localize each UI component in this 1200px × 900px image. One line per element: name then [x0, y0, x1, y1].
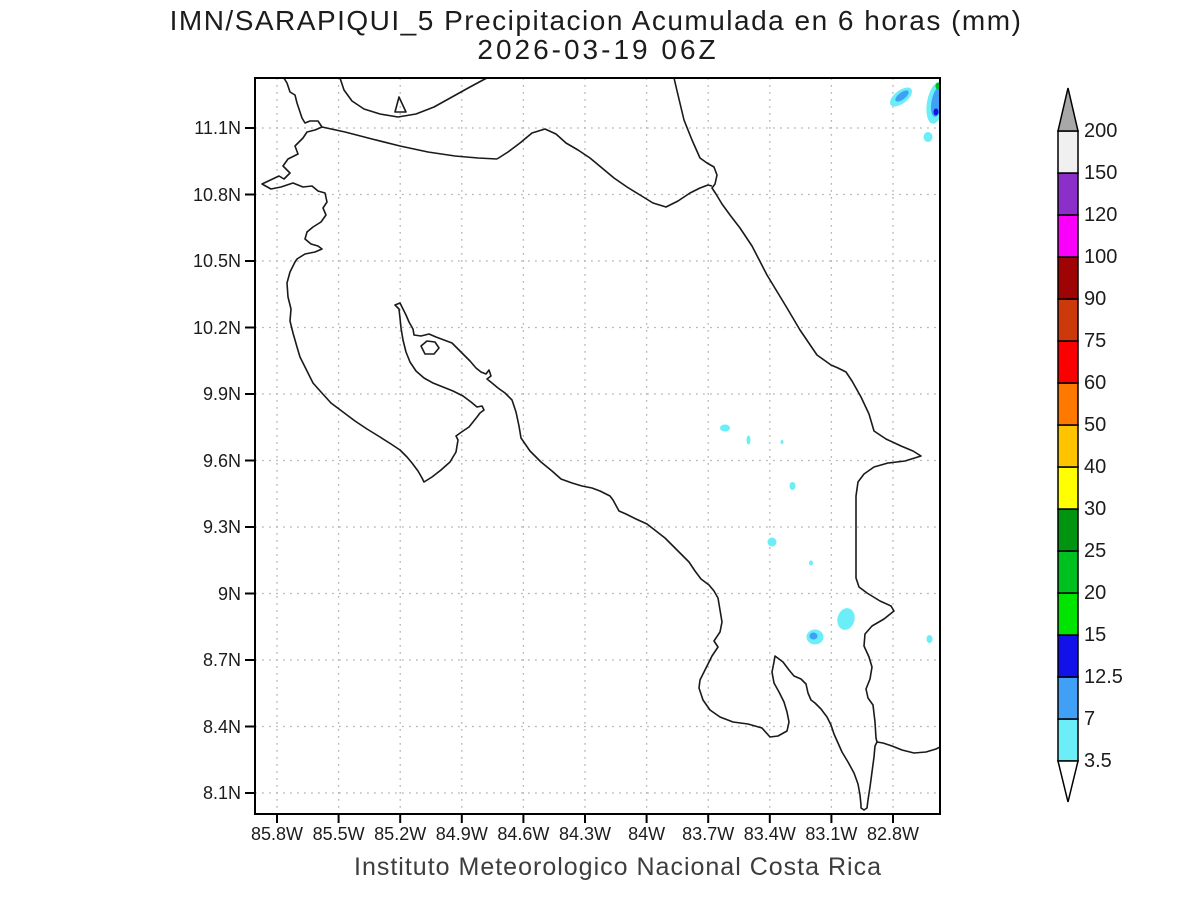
colorbar-box: [1057, 130, 1079, 174]
colorbar-box: [1057, 466, 1079, 510]
lat-label: 9.9N: [202, 384, 241, 404]
lat-label: 10.8N: [192, 184, 241, 205]
lat-label: 11.1N: [194, 118, 241, 138]
coastline-path: [261, 79, 939, 811]
lon-label: 83.4W: [743, 824, 796, 844]
lon-label: 84W: [628, 824, 666, 844]
colorbar-label: 12.5: [1084, 666, 1123, 688]
colorbar-label: 7: [1084, 708, 1096, 730]
precip-cell: [809, 632, 818, 640]
costa-rica-coastline: [261, 79, 939, 811]
precip-cell: [809, 560, 813, 566]
colorbar-label: 15: [1084, 624, 1107, 646]
colorbar: [1057, 87, 1079, 803]
colorbar-box: [1057, 214, 1079, 258]
colorbar-label: 60: [1084, 372, 1107, 394]
colorbar-label: 75: [1084, 330, 1107, 352]
lon-label: 83.7W: [682, 824, 735, 844]
lon-label: 82.8W: [866, 824, 920, 844]
lat-label: 9N: [217, 583, 241, 604]
colorbar-box: [1057, 592, 1079, 636]
page-title: IMN/SARAPIQUI_5 Precipitacion Acumulada …: [169, 5, 1023, 36]
precip-cell: [746, 435, 751, 445]
colorbar-box: [1057, 550, 1079, 594]
lon-label: 84.6W: [497, 824, 550, 844]
grid-lines: [255, 78, 940, 814]
lat-label: 9.6N: [202, 450, 241, 471]
colorbar-over-arrow: [1057, 87, 1079, 132]
lon-label: 85.5W: [312, 824, 365, 844]
axis-ticks: [245, 127, 894, 823]
coastline-path: [673, 79, 922, 743]
colorbar-label: 90: [1084, 288, 1107, 310]
colorbar-box: [1057, 676, 1079, 720]
footer-credit: Instituto Meteorologico Nacional Costa R…: [354, 853, 882, 881]
precip-cell: [933, 108, 939, 116]
colorbar-label: 40: [1084, 456, 1107, 478]
lat-label: 8.4N: [202, 716, 241, 737]
colorbar-box: [1057, 256, 1079, 300]
precip-cell: [789, 482, 796, 490]
precip-cell: [923, 132, 933, 142]
coastline-path: [339, 79, 487, 118]
colorbar-label: 200: [1084, 120, 1118, 142]
lon-label: 84.9W: [435, 824, 488, 844]
colorbar-label: 3.5: [1084, 750, 1112, 772]
precip-cell: [780, 440, 784, 444]
colorbar-box: [1057, 508, 1079, 552]
colorbar-under-arrow: [1057, 760, 1079, 803]
colorbar-box: [1057, 424, 1079, 468]
precipitation-cells: [720, 82, 939, 645]
lon-label: 84.3W: [558, 824, 612, 844]
lon-label: 85.2W: [374, 824, 427, 844]
lat-label: 8.7N: [202, 650, 241, 670]
colorbar-label: 30: [1084, 498, 1107, 520]
colorbar-label: 100: [1084, 246, 1118, 268]
lat-label: 9.3N: [202, 517, 241, 537]
precip-cell: [926, 635, 933, 643]
coastline-path: [420, 340, 440, 355]
colorbar-box: [1057, 172, 1079, 216]
precip-cell: [935, 82, 939, 90]
precip-cell: [720, 424, 730, 432]
precip-cell: [930, 87, 939, 117]
coastline-path: [394, 96, 407, 113]
coastline-path: [496, 128, 713, 208]
lat-label: 8.1N: [202, 783, 241, 803]
colorbar-box: [1057, 382, 1079, 426]
colorbar-box: [1057, 298, 1079, 342]
colorbar-box: [1057, 634, 1079, 678]
precip-cell: [767, 537, 777, 547]
colorbar-box: [1057, 718, 1079, 762]
lat-label: 10.2N: [192, 317, 241, 338]
precip-cell: [895, 90, 909, 102]
colorbar-label: 150: [1084, 162, 1118, 184]
lon-label: 85.8W: [250, 824, 304, 844]
lon-label: 83.1W: [805, 824, 858, 844]
colorbar-box: [1057, 340, 1079, 384]
colorbar-label: 20: [1084, 582, 1107, 604]
colorbar-label: 120: [1084, 204, 1118, 226]
precip-cell: [837, 608, 855, 630]
coastline-path: [321, 126, 498, 160]
colorbar-label: 50: [1084, 414, 1107, 436]
valid-time-subtitle: 2026-03-19 06Z: [477, 34, 719, 65]
map-frame: [254, 77, 941, 815]
lat-label: 10.5N: [192, 251, 241, 271]
colorbar-label: 25: [1084, 540, 1107, 562]
